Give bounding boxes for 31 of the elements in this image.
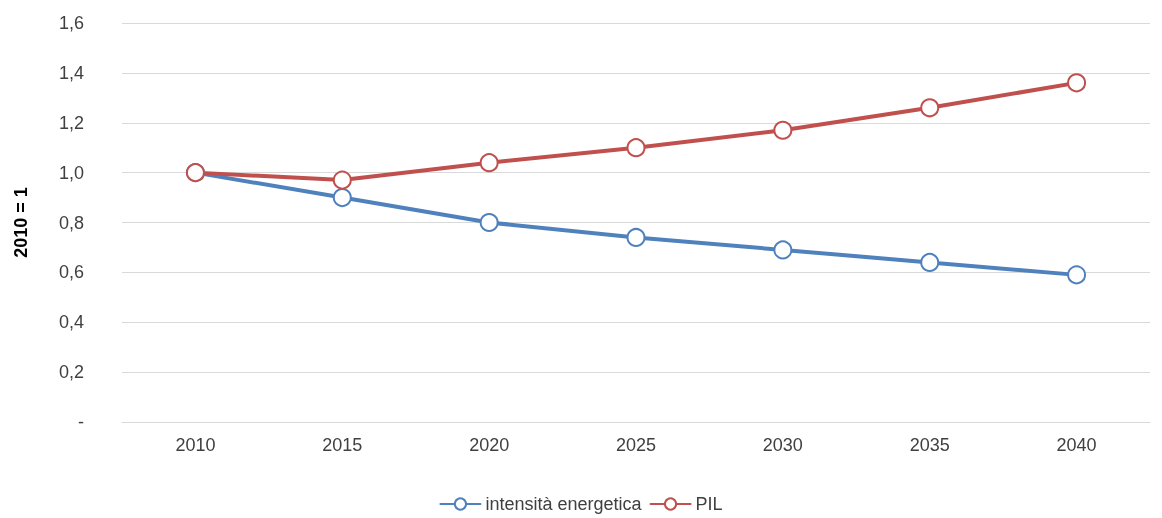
point [479,213,499,232]
point [773,240,793,260]
x-tick-label: 2010 [175,435,216,455]
point [332,188,352,208]
y-tick-label: 1,4 [58,62,84,83]
point [920,252,940,272]
y-tick-label: 0,8 [58,212,84,233]
y-tick-label: 1,6 [58,13,84,33]
legend-label: intensità energetica [485,494,643,514]
y-axis-title: 2010 = 1 [11,187,31,258]
x-tick-label: 2035 [909,435,950,455]
y-tick-label: 0,4 [58,312,84,333]
point [920,98,940,118]
point [1067,265,1087,285]
point [773,120,793,140]
x-tick-label: 2040 [1056,435,1097,455]
y-tick-label: 0,6 [58,262,84,283]
point [1067,73,1087,93]
y-tick-label: 1,2 [58,112,84,133]
legend-label: PIL [695,494,723,514]
point [479,153,499,173]
x-tick-label: 2030 [762,435,803,455]
y-tick-label: 1,0 [58,162,84,183]
point [626,227,646,247]
point [332,170,352,190]
y-tick-label: 0,2 [58,362,84,383]
x-tick-label: 2025 [615,435,657,455]
x-tick-label: 2020 [469,435,510,455]
y-tick-label: - [78,412,84,432]
x-tick-label: 2015 [322,435,363,455]
point [626,138,646,158]
